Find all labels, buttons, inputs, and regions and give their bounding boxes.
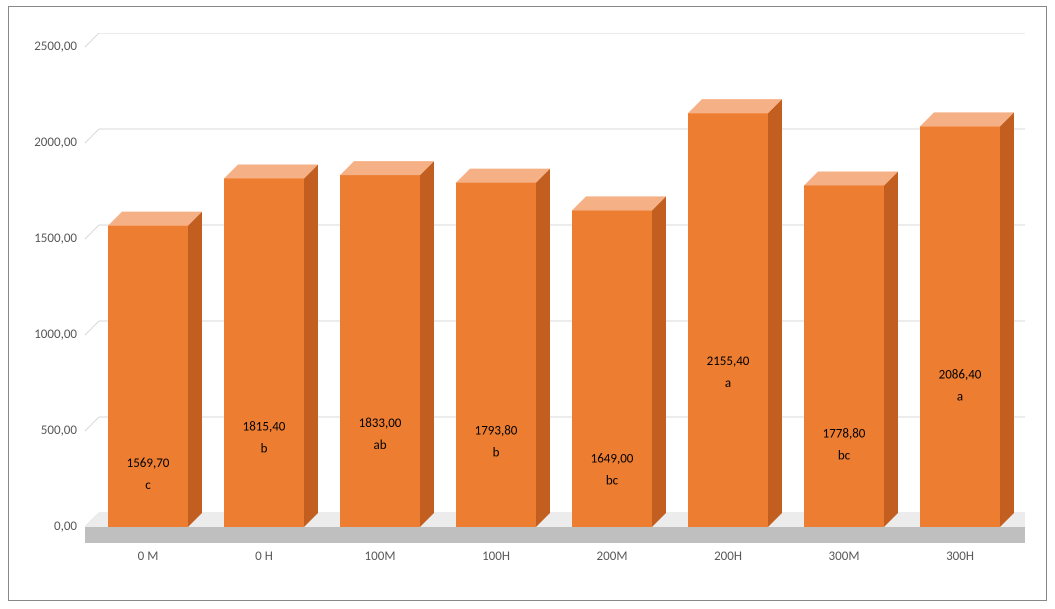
- bar-value-label: 1793,80: [475, 424, 518, 439]
- x-tick-label: 100H: [446, 549, 546, 564]
- bar: 1778,80 bc: [804, 171, 898, 527]
- x-tick-label: 0 H: [214, 549, 314, 564]
- bar: 1569,70 c: [108, 212, 202, 527]
- bar: 1649,00 bc: [572, 196, 666, 527]
- y-tick-label: 2000,00: [15, 135, 77, 150]
- x-tick-label: 300M: [794, 549, 894, 564]
- bar: 1793,80 b: [456, 169, 550, 527]
- bar-significance-label: ab: [373, 438, 386, 453]
- chart-container: 1569,70 c 1815,40 b 1833,00 ab 1793,80 b 1649,00…: [8, 6, 1047, 601]
- bar-significance-label: bc: [606, 473, 619, 488]
- x-tick-label: 300H: [910, 549, 1010, 564]
- bar-chart: 1569,70 c 1815,40 b 1833,00 ab 1793,80 b 1649,00…: [85, 33, 1041, 559]
- y-tick-label: 0,00: [15, 519, 77, 534]
- bar-value-label: 1833,00: [359, 416, 402, 431]
- bar: 1833,00 ab: [340, 161, 434, 527]
- bar-significance-label: b: [261, 441, 268, 456]
- bar-significance-label: c: [145, 478, 151, 493]
- x-tick-label: 0 M: [98, 549, 198, 564]
- bar-value-label: 1815,40: [243, 419, 286, 434]
- bar: 1815,40 b: [224, 164, 318, 527]
- bar-value-label: 1569,70: [127, 456, 170, 471]
- x-tick-label: 200M: [562, 549, 662, 564]
- bar-value-label: 2086,40: [939, 367, 982, 382]
- bar-significance-label: a: [957, 389, 963, 404]
- x-tick-label: 100M: [330, 549, 430, 564]
- bar-significance-label: bc: [838, 448, 851, 463]
- bar: 2155,40 a: [688, 99, 782, 527]
- bar: 2086,40 a: [920, 112, 1014, 527]
- y-tick-label: 2500,00: [15, 39, 77, 54]
- bar-significance-label: b: [493, 446, 500, 461]
- bar-value-label: 2155,40: [707, 354, 750, 369]
- x-tick-label: 200H: [678, 549, 778, 564]
- y-tick-label: 1000,00: [15, 327, 77, 342]
- bar-value-label: 1778,80: [823, 426, 866, 441]
- bar-significance-label: a: [725, 376, 731, 391]
- y-tick-label: 1500,00: [15, 231, 77, 246]
- bar-value-label: 1649,00: [591, 451, 634, 466]
- y-tick-label: 500,00: [15, 423, 77, 438]
